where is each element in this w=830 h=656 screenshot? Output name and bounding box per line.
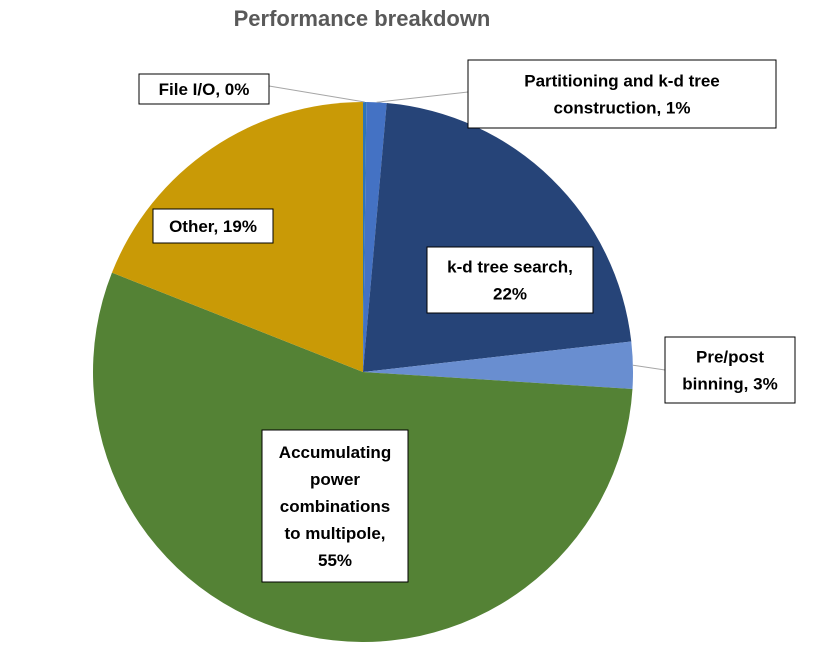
label-line: Accumulating [279,443,391,462]
slice-label-other: Other, 19% [152,208,274,244]
slice-label-accumulating: Accumulating power combinations to multipol… [261,429,409,583]
label-box [426,246,594,314]
leader-line-pre-post-binning [632,364,666,371]
label-line: File I/O, 0% [159,80,250,99]
slice-label-partitioning: Partitioning and k-d tree construction, 1… [467,59,777,129]
label-line: combinations [280,497,391,516]
label-line: construction, 1% [554,99,691,118]
label-line: to multipole, [284,524,385,543]
label-line: Other, 19% [169,217,257,236]
label-box [664,336,796,404]
leader-line-file-io [268,85,365,103]
label-box [138,73,270,105]
pie-slice-file-io [363,101,367,373]
pie-slice-partitioning [363,102,387,373]
label-line: k-d tree search, [447,258,573,277]
slice-label-file-io: File I/O, 0% [138,73,270,105]
slice-label-pre-post-binning: Pre/post binning, 3% [664,336,796,404]
pie-slice-kd-tree-search [363,103,632,372]
label-line: Partitioning and k-d tree [524,72,720,91]
leader-line-partitioning [376,91,469,103]
label-box [467,59,777,129]
label-line: 22% [493,285,527,304]
label-box [261,429,409,583]
chart-title: Performance breakdown [234,6,491,31]
label-line: power [310,470,360,489]
leader-lines [268,85,666,371]
label-line: Pre/post [696,348,764,367]
pie-slice-pre-post-binning [363,341,634,389]
label-box [152,208,274,244]
label-line: binning, 3% [682,375,777,394]
label-line: 55% [318,551,352,570]
slice-labels: File I/O, 0% Partitioning and k-d tree con… [138,59,796,583]
slice-label-kd-tree-search: k-d tree search, 22% [426,246,594,314]
